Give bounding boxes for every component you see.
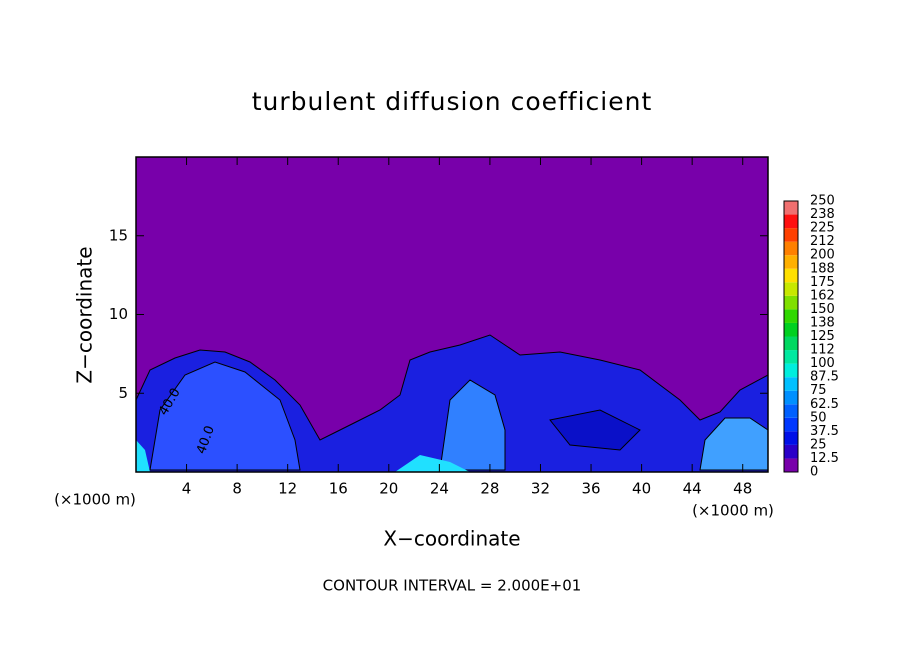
colorbar-label: 200 (810, 248, 835, 263)
colorbar-label: 25 (810, 437, 827, 452)
y-tick-label: 15 (109, 226, 128, 244)
colorbar-label: 150 (810, 302, 835, 317)
x-tick-label: 28 (480, 480, 499, 498)
colorbar-segment (784, 268, 798, 283)
colorbar-segment (784, 363, 798, 378)
colorbar-segment (784, 377, 798, 391)
colorbar-segment (784, 444, 798, 459)
colorbar-label: 100 (810, 356, 835, 371)
colorbar-segment (784, 431, 798, 445)
colorbar-frame (783, 200, 799, 473)
x-tick-label: 24 (430, 480, 449, 498)
x-tick-label: 44 (683, 480, 702, 498)
colorbar-label: 250 (810, 194, 835, 209)
colorbar-label: 125 (810, 329, 835, 344)
colorbar-label: 162 (810, 288, 835, 303)
chart-title: turbulent diffusion coefficient (252, 87, 653, 116)
y-axis-label: Z−coordinate (73, 246, 97, 383)
colorbar-segment (784, 214, 798, 229)
colorbar-segment (784, 201, 798, 215)
field-region (136, 440, 470, 472)
field-region (549, 409, 641, 451)
field-region (439, 379, 506, 471)
colorbar-label: 138 (810, 315, 835, 330)
x-tick-label: 32 (531, 480, 550, 498)
colorbar-segment (784, 336, 798, 351)
colorbar-label: 188 (810, 261, 835, 276)
x-tick-label: 8 (232, 480, 242, 498)
footer: CONTOUR INTERVAL = 2.000E+01 (323, 577, 582, 595)
colorbar-label: 112 (810, 343, 835, 358)
colorbar-label: 87.5 (810, 370, 839, 385)
field (135, 157, 769, 473)
colorbar-segment (784, 350, 798, 364)
colorbar-segment (784, 404, 798, 418)
colorbar-label: 212 (810, 234, 835, 249)
colorbar-segment (784, 241, 798, 256)
x-tick-label: 36 (581, 480, 600, 498)
colorbar-segment (784, 295, 798, 310)
colorbar-segment (784, 322, 798, 337)
colorbar-label: 12.5 (810, 451, 839, 466)
colorbar-label: 0 (810, 465, 818, 480)
colorbar-label: 62.5 (810, 397, 839, 412)
colorbar-label: 37.5 (810, 424, 839, 439)
colorbar-segment (784, 228, 798, 242)
colorbar-label: 50 (810, 410, 827, 425)
x-unit: (×1000 m) (692, 502, 774, 520)
x-tick-label: 12 (278, 480, 297, 498)
colorbar-label: 225 (810, 221, 835, 236)
x-tick-label: 40 (632, 480, 651, 498)
colorbar-segment (784, 390, 798, 405)
x-unit: (×1000 m) (54, 491, 136, 509)
y-tick-label: 10 (109, 305, 128, 323)
y-tick-label: 5 (118, 384, 128, 402)
x-tick-label: 16 (329, 480, 348, 498)
colorbar-label: 75 (810, 383, 827, 398)
x-tick-label: 4 (182, 480, 192, 498)
colorbar-segment (784, 282, 798, 296)
colorbar-segment (784, 417, 798, 432)
colorbar-segment (784, 309, 798, 323)
x-tick-label: 20 (379, 480, 398, 498)
field-region (149, 361, 301, 471)
colorbar-label: 238 (810, 207, 835, 222)
colorbar-segment (784, 255, 798, 269)
colorbar-segment (784, 458, 798, 472)
colorbar-label: 175 (810, 275, 835, 290)
x-tick-label: 48 (733, 480, 752, 498)
x-axis-label: X−coordinate (383, 527, 520, 551)
